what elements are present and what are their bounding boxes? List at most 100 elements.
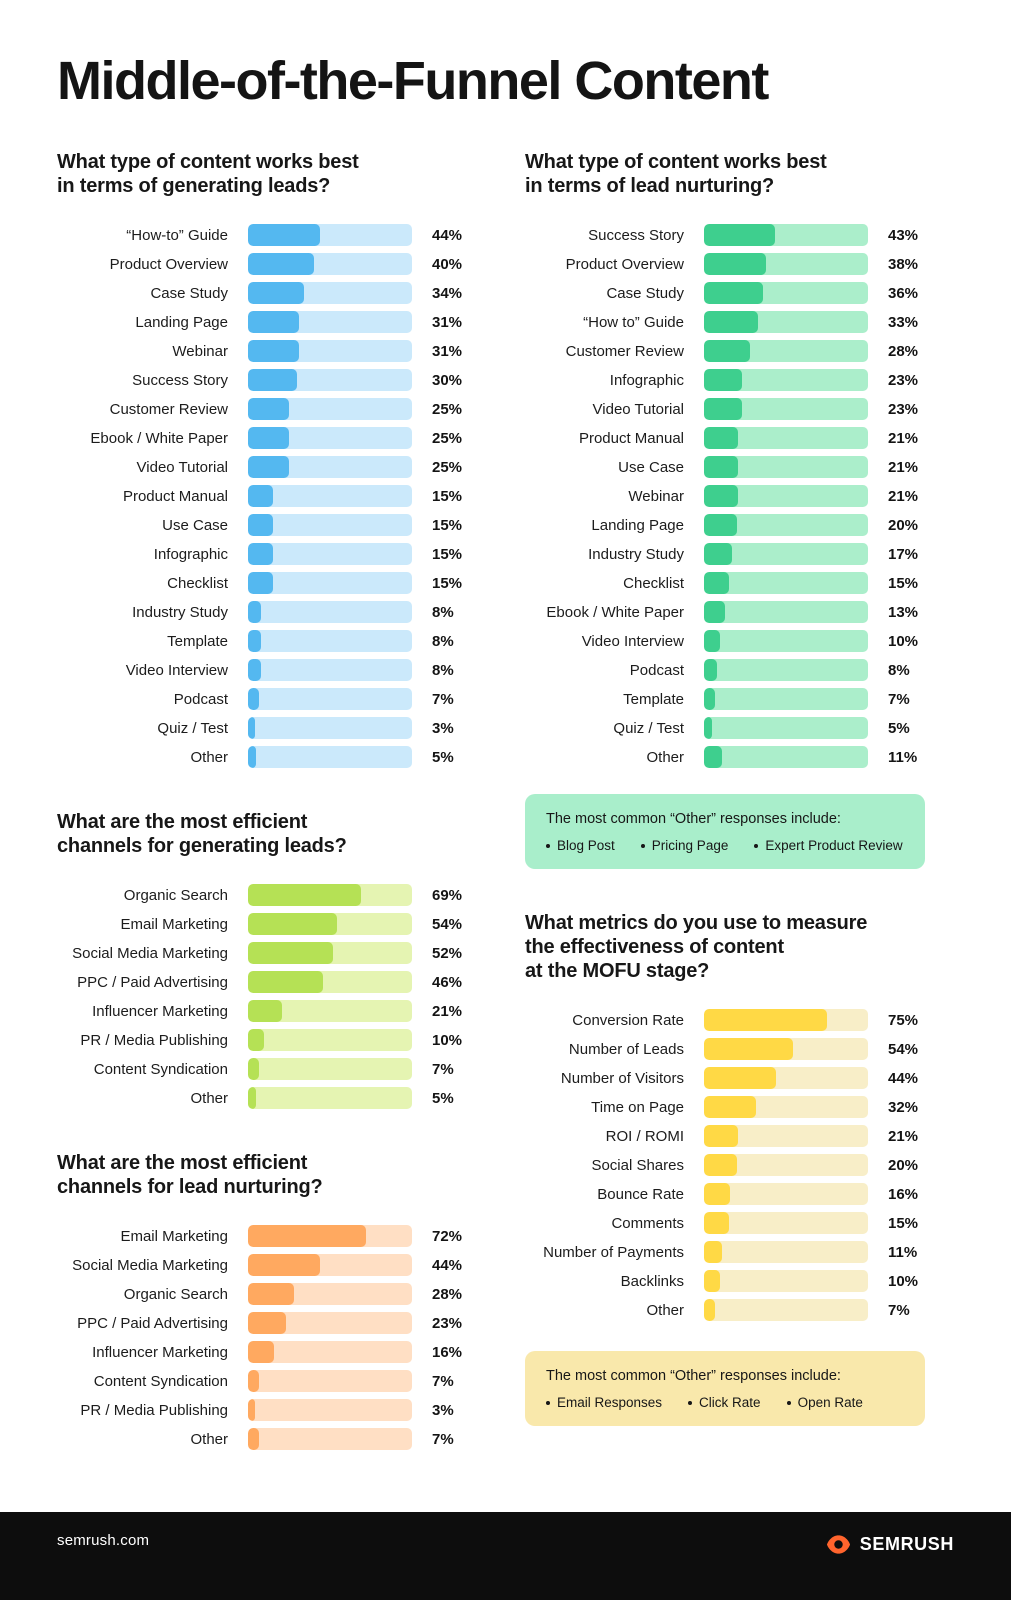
bar-track bbox=[248, 688, 412, 710]
bar-label: Video Tutorial bbox=[136, 458, 228, 476]
chart-row: Influencer Marketing 21% bbox=[57, 1000, 467, 1022]
note-item-label: Pricing Page bbox=[651, 838, 729, 853]
bar-value: 15% bbox=[888, 1214, 919, 1232]
bar-track bbox=[248, 572, 412, 594]
chart-row: Product Manual 21% bbox=[525, 427, 925, 449]
chart-row: Ebook / White Paper 25% bbox=[57, 427, 467, 449]
bar-track bbox=[704, 746, 868, 768]
bar-value: 25% bbox=[432, 429, 463, 447]
chart-row: Time on Page 32% bbox=[525, 1096, 925, 1118]
bar-label: Other bbox=[190, 1430, 228, 1448]
bar-label: PR / Media Publishing bbox=[80, 1031, 228, 1049]
bar-fill bbox=[248, 601, 262, 623]
bar-label: “How-to” Guide bbox=[126, 226, 228, 244]
bar-fill bbox=[248, 1058, 260, 1080]
bar-fill bbox=[704, 717, 713, 739]
bar-label: Checklist bbox=[167, 574, 228, 592]
bar-label: Influencer Marketing bbox=[92, 1002, 228, 1020]
chart-row: Industry Study 17% bbox=[525, 543, 925, 565]
right-column: What type of content works best in terms… bbox=[525, 150, 925, 1426]
bar-track bbox=[704, 1270, 868, 1292]
bar-label: Landing Page bbox=[591, 516, 684, 534]
bar-label: Landing Page bbox=[135, 313, 228, 331]
bar-track bbox=[248, 456, 412, 478]
bar-fill bbox=[248, 971, 324, 993]
bar-label: PPC / Paid Advertising bbox=[77, 973, 228, 991]
note-items: Blog Post Pricing Page Expert Product Re… bbox=[546, 838, 904, 853]
bar-label: Social Media Marketing bbox=[72, 944, 228, 962]
bar-chart-content-lead-nurturing: Success Story 43% Product Overview 38% Case … bbox=[525, 224, 925, 768]
chart-row: Case Study 36% bbox=[525, 282, 925, 304]
chart-row: Email Marketing 72% bbox=[57, 1225, 467, 1247]
chart-row: Podcast 7% bbox=[57, 688, 467, 710]
bar-track bbox=[704, 1009, 868, 1031]
bar-track bbox=[248, 1254, 412, 1276]
bar-track bbox=[704, 427, 868, 449]
note-item-label: Blog Post bbox=[557, 838, 615, 853]
bar-value: 30% bbox=[432, 371, 463, 389]
bar-label: Other bbox=[646, 1301, 684, 1319]
bar-value: 5% bbox=[432, 748, 454, 766]
bar-label: Infographic bbox=[609, 371, 684, 389]
bar-track bbox=[248, 485, 412, 507]
bar-value: 28% bbox=[432, 1285, 463, 1303]
bar-value: 75% bbox=[888, 1011, 919, 1029]
chart-row: Organic Search 28% bbox=[57, 1283, 467, 1305]
chart-row: Conversion Rate 75% bbox=[525, 1009, 925, 1031]
bar-value: 16% bbox=[432, 1343, 463, 1361]
chart-row: Customer Review 28% bbox=[525, 340, 925, 362]
chart-row: Case Study 34% bbox=[57, 282, 467, 304]
chart-row: Other 7% bbox=[525, 1299, 925, 1321]
bar-fill bbox=[248, 1029, 265, 1051]
bar-fill bbox=[248, 688, 260, 710]
bar-track bbox=[248, 630, 412, 652]
bar-chart-mofu-metrics: Conversion Rate 75% Number of Leads 54% Numb… bbox=[525, 1009, 925, 1321]
bar-fill bbox=[704, 224, 775, 246]
bar-label: Case Study bbox=[150, 284, 228, 302]
bar-track bbox=[704, 1125, 868, 1147]
bar-fill bbox=[704, 340, 750, 362]
bar-label: Customer Review bbox=[565, 342, 684, 360]
bar-value: 23% bbox=[432, 1314, 463, 1332]
bar-fill bbox=[704, 1125, 739, 1147]
note-item: Open Rate bbox=[786, 1395, 863, 1410]
chart-row: Product Overview 40% bbox=[57, 253, 467, 275]
bar-value: 13% bbox=[888, 603, 919, 621]
chart-row: Number of Leads 54% bbox=[525, 1038, 925, 1060]
bar-track bbox=[248, 1087, 412, 1109]
section-mofu-metrics: What metrics do you use to measure the e… bbox=[525, 911, 925, 1426]
chart-row: Success Story 43% bbox=[525, 224, 925, 246]
heading-line: What are the most efficient bbox=[57, 1152, 308, 1174]
bar-value: 40% bbox=[432, 255, 463, 273]
footer-bar: semrush.com SEMRUSH bbox=[0, 1512, 1011, 1600]
bar-track bbox=[248, 398, 412, 420]
bar-value: 11% bbox=[888, 1243, 918, 1261]
bar-track bbox=[248, 543, 412, 565]
bar-value: 69% bbox=[432, 886, 463, 904]
bar-value: 3% bbox=[432, 719, 454, 737]
bar-value: 7% bbox=[432, 1372, 454, 1390]
bar-label: Content Syndication bbox=[93, 1060, 228, 1078]
bar-label: Webinar bbox=[172, 342, 228, 360]
bar-fill bbox=[248, 1000, 283, 1022]
bar-value: 15% bbox=[432, 487, 463, 505]
note-item: Pricing Page bbox=[640, 838, 729, 853]
bar-fill bbox=[704, 1038, 793, 1060]
bar-label: Case Study bbox=[606, 284, 684, 302]
section-heading: What are the most efficient channels for… bbox=[57, 1151, 467, 1199]
bar-fill bbox=[248, 659, 262, 681]
chart-row: Other 5% bbox=[57, 746, 467, 768]
chart-row: PR / Media Publishing 3% bbox=[57, 1399, 467, 1421]
chart-row: Use Case 21% bbox=[525, 456, 925, 478]
note-heading: The most common “Other” responses includ… bbox=[546, 1368, 841, 1384]
bar-track bbox=[704, 601, 868, 623]
bar-track bbox=[248, 514, 412, 536]
chart-row: Social Shares 20% bbox=[525, 1154, 925, 1176]
chart-row: Comments 15% bbox=[525, 1212, 925, 1234]
heading-line: channels for generating leads? bbox=[57, 835, 347, 857]
bar-fill bbox=[704, 601, 726, 623]
bar-value: 38% bbox=[888, 255, 919, 273]
bar-value: 54% bbox=[888, 1040, 919, 1058]
note-item: Email Responses bbox=[546, 1395, 662, 1410]
